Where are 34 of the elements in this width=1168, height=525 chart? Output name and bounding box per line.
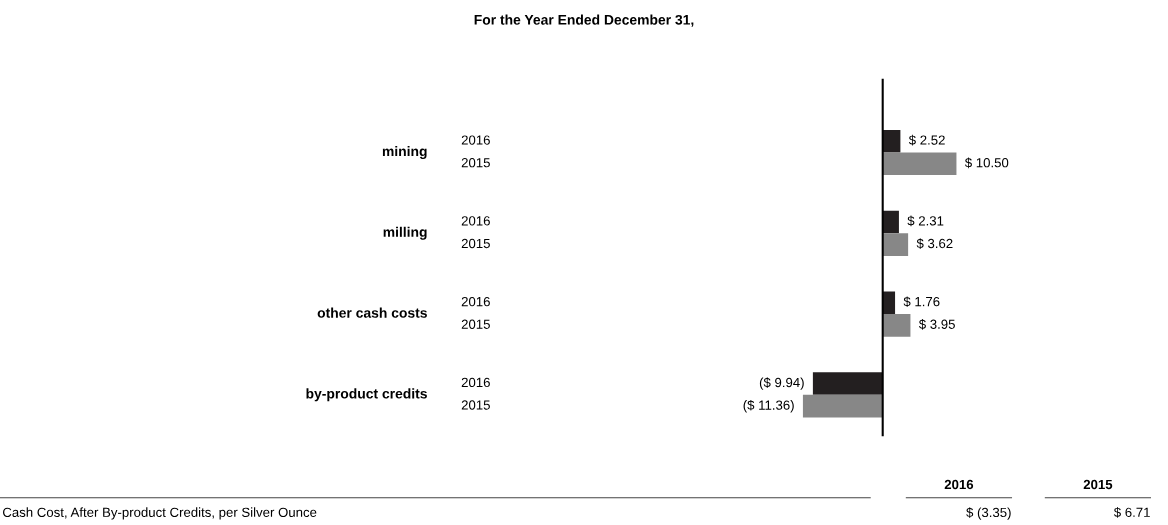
bar <box>882 129 901 153</box>
data-label: ($ 11.36) <box>743 399 794 413</box>
data-label: ($ 9.94) <box>759 377 804 390</box>
bar <box>882 210 899 234</box>
data-label: $ 3.62 <box>916 238 953 249</box>
text: 2015 <box>461 238 490 249</box>
y-tick-label: mining <box>382 146 427 159</box>
bar <box>882 233 909 256</box>
text: 2016 <box>461 296 490 307</box>
data-label: $ 1.76 <box>903 296 940 308</box>
bar <box>802 394 883 418</box>
text: $ 6.71 <box>1113 507 1150 518</box>
text: 2015 <box>461 158 490 168</box>
data-label: $ 3.95 <box>918 319 955 330</box>
data-label: $ 2.52 <box>908 134 945 146</box>
text: $ (3.35) <box>966 507 1011 520</box>
text: 2016 <box>461 135 490 145</box>
text: 2016 <box>461 377 490 388</box>
text: 2015 <box>1083 479 1113 490</box>
y-tick-label: milling <box>383 226 427 240</box>
bar <box>882 291 896 315</box>
text: Cash Cost, After By-product Credits, per Silver Ounce <box>3 507 317 520</box>
data-label: $ 10.50 <box>964 157 1009 169</box>
text: 2015 <box>461 400 490 410</box>
bar <box>882 152 957 176</box>
text: 2015 <box>461 319 490 329</box>
y-tick-label: other cash costs <box>317 307 427 318</box>
text: 2016 <box>461 216 490 226</box>
text: For the Year Ended December 31, <box>474 14 694 27</box>
bar <box>882 314 911 337</box>
y-tick-label: by-product credits <box>306 388 427 402</box>
text: 2016 <box>944 479 974 490</box>
bar <box>812 372 883 395</box>
data-label: $ 2.31 <box>907 215 944 227</box>
